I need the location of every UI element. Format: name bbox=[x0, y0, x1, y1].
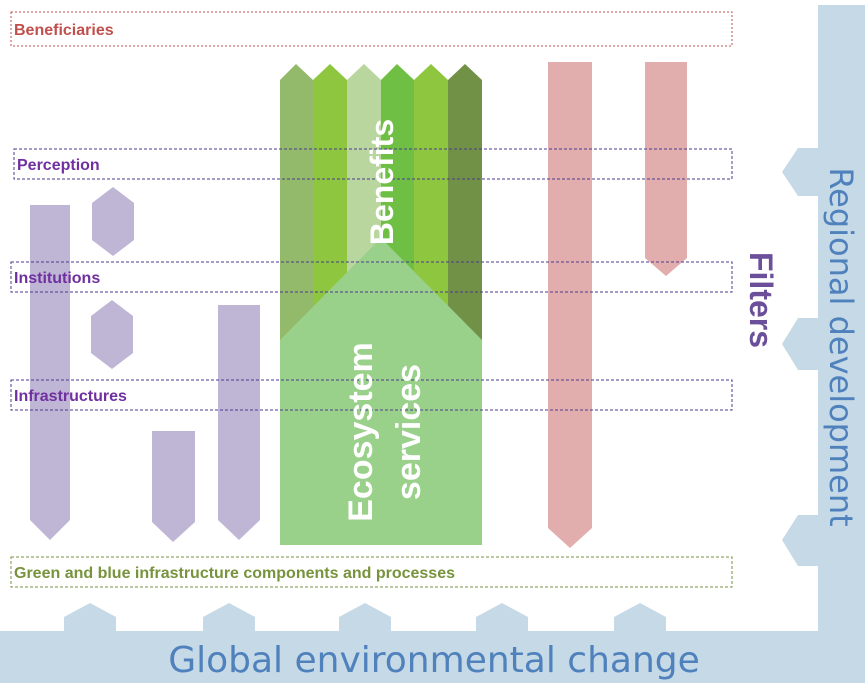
lavender-arrow-long bbox=[30, 205, 70, 540]
beneficiaries-label: Beneficiaries bbox=[14, 22, 114, 39]
perception-box bbox=[13, 148, 733, 180]
perception-arrows-group bbox=[30, 187, 260, 542]
pink-arrow-short bbox=[645, 62, 687, 276]
green-blue-box bbox=[10, 556, 733, 588]
ecosystem-label-line2: services bbox=[390, 364, 428, 500]
institutions-box bbox=[10, 261, 733, 293]
pink-arrow-long bbox=[548, 62, 592, 548]
lavender-hexagon-lower bbox=[91, 300, 133, 369]
regional-development-frame bbox=[782, 5, 865, 683]
institutions-label: Institutions bbox=[14, 270, 100, 287]
global-change-label: Global environmental change bbox=[168, 640, 700, 681]
lavender-arrow-mid bbox=[218, 305, 260, 540]
global-environmental-change-bar bbox=[0, 603, 865, 683]
filters-label: Filters bbox=[743, 252, 779, 348]
lavender-hexagon-upper bbox=[92, 187, 134, 256]
perception-label: Perception bbox=[17, 157, 100, 174]
green-blue-label: Green and blue infrastructure components… bbox=[14, 565, 455, 582]
infrastructures-label: Infrastructures bbox=[14, 388, 127, 405]
ecosystem-services-shape bbox=[280, 238, 482, 545]
benefits-label: Benefits bbox=[364, 119, 400, 245]
ecosystem-label-line1: Ecosystem bbox=[342, 342, 380, 522]
lavender-arrow-short bbox=[152, 431, 195, 542]
infrastructures-box bbox=[10, 379, 733, 411]
beneficiaries-box bbox=[10, 11, 733, 47]
regional-development-label: Regional development bbox=[822, 167, 860, 526]
beneficiaries-arrows bbox=[548, 62, 687, 548]
